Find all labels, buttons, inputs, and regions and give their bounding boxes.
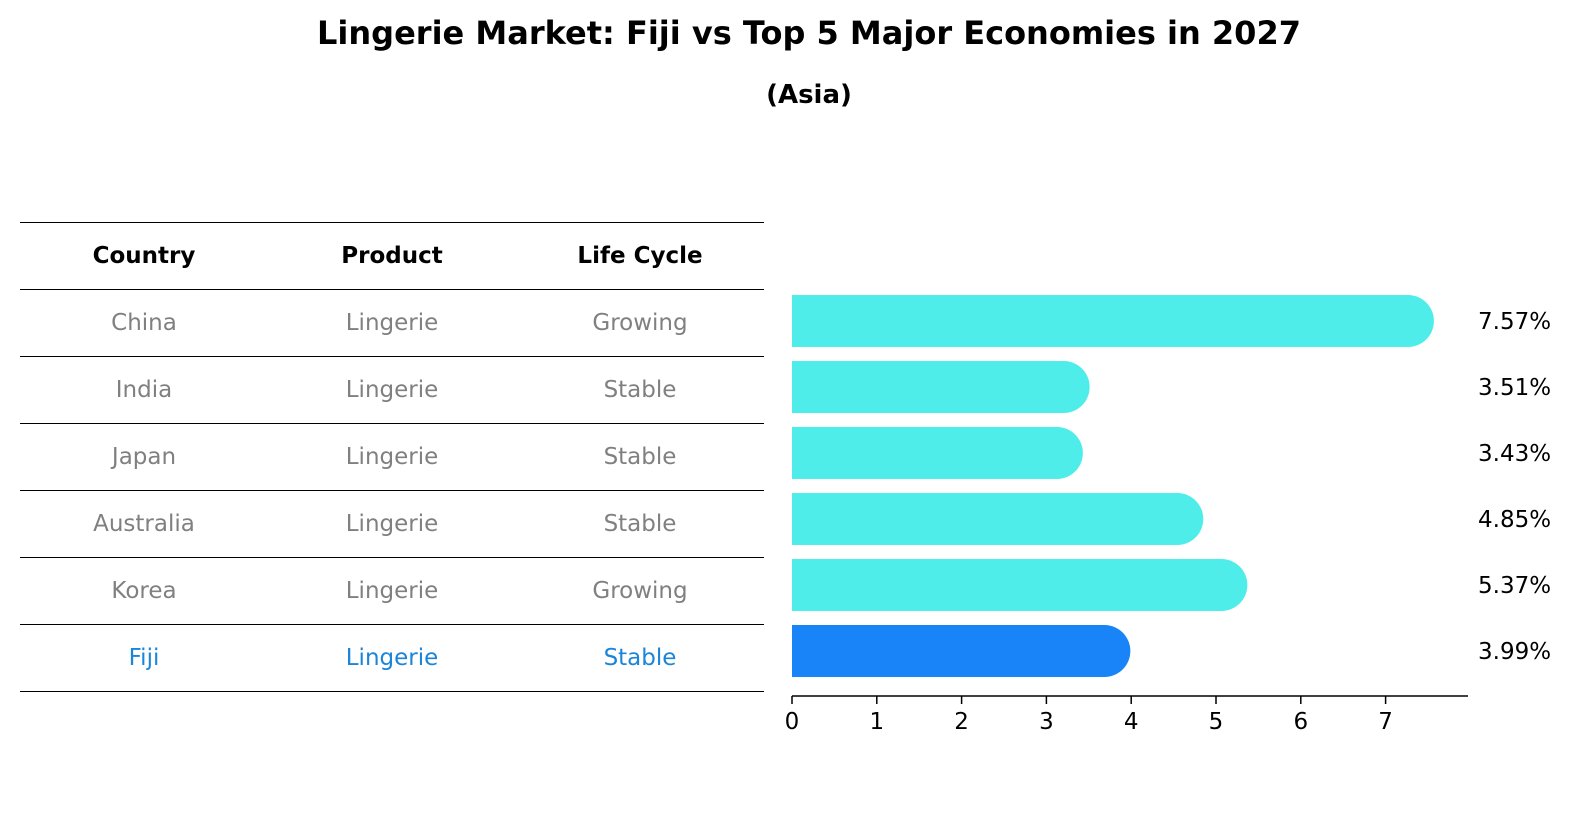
table-row: China Lingerie Growing bbox=[20, 289, 764, 356]
product-cell: Lingerie bbox=[345, 645, 439, 671]
header-life-cycle: Life Cycle bbox=[577, 243, 703, 269]
product-cell: Lingerie bbox=[345, 578, 439, 604]
table-row: Japan Lingerie Stable bbox=[20, 423, 764, 490]
country-cell: Japan bbox=[111, 444, 177, 470]
life-cycle-cell: Stable bbox=[603, 645, 677, 671]
life-cycle-cell: Stable bbox=[603, 511, 677, 537]
country-cell: Korea bbox=[111, 578, 177, 604]
country-cell: Australia bbox=[93, 511, 195, 537]
life-cycle-cell: Growing bbox=[592, 578, 688, 604]
data-table: Country Product Life Cycle China Lingeri… bbox=[20, 222, 764, 692]
x-tick-label: 3 bbox=[1039, 709, 1054, 735]
life-cycle-cell: Stable bbox=[603, 377, 677, 403]
bar-korea bbox=[792, 559, 1248, 611]
table-row: Australia Lingerie Stable bbox=[20, 490, 764, 557]
x-tick-label: 2 bbox=[954, 709, 969, 735]
country-cell: China bbox=[111, 310, 177, 336]
header-product: Product bbox=[341, 243, 443, 269]
table-row: India Lingerie Stable bbox=[20, 356, 764, 423]
bar-china bbox=[792, 295, 1434, 347]
value-label: 7.57% bbox=[1478, 309, 1551, 335]
header-country: Country bbox=[92, 243, 196, 269]
x-tick-label: 0 bbox=[785, 709, 800, 735]
bar-india bbox=[792, 361, 1090, 413]
country-cell: India bbox=[115, 377, 173, 403]
x-tick-label: 7 bbox=[1378, 709, 1393, 735]
table-header-row: Country Product Life Cycle bbox=[20, 222, 764, 289]
life-cycle-cell: Growing bbox=[592, 310, 688, 336]
bar-fiji bbox=[792, 625, 1131, 677]
x-tick-label: 4 bbox=[1124, 709, 1139, 735]
value-label: 3.51% bbox=[1478, 375, 1551, 401]
x-tick-label: 1 bbox=[869, 709, 884, 735]
table-row: Korea Lingerie Growing bbox=[20, 557, 764, 624]
value-label: 5.37% bbox=[1478, 573, 1551, 599]
bar-japan bbox=[792, 427, 1083, 479]
chart-title: Lingerie Market: Fiji vs Top 5 Major Eco… bbox=[317, 14, 1301, 52]
product-cell: Lingerie bbox=[345, 377, 439, 403]
x-tick-label: 6 bbox=[1293, 709, 1308, 735]
value-label: 4.85% bbox=[1478, 507, 1551, 533]
product-cell: Lingerie bbox=[345, 511, 439, 537]
value-label: 3.99% bbox=[1478, 639, 1551, 665]
life-cycle-cell: Stable bbox=[603, 444, 677, 470]
chart-subtitle: (Asia) bbox=[766, 80, 852, 110]
table-row-highlighted: Fiji Lingerie Stable bbox=[20, 624, 764, 692]
country-cell: Fiji bbox=[128, 645, 160, 671]
product-cell: Lingerie bbox=[345, 310, 439, 336]
value-label: 3.43% bbox=[1478, 441, 1551, 467]
bar-australia bbox=[792, 493, 1204, 545]
x-tick-label: 5 bbox=[1209, 709, 1224, 735]
product-cell: Lingerie bbox=[345, 444, 439, 470]
